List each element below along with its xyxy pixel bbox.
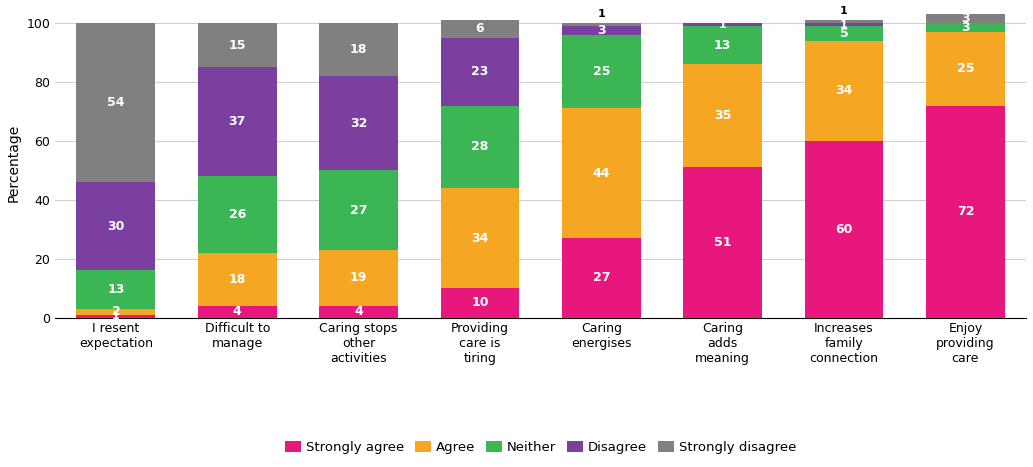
Y-axis label: Percentage: Percentage [7,124,21,202]
Text: 25: 25 [593,65,611,78]
Text: 34: 34 [471,232,489,245]
Bar [805,141,883,318]
Text: 18: 18 [228,273,246,286]
Bar [198,306,277,318]
Text: 18: 18 [350,43,368,56]
Text: 4: 4 [232,305,242,318]
Text: 5: 5 [840,27,848,40]
Bar [319,23,398,76]
Bar [198,253,277,306]
Bar [319,170,398,250]
Text: 13: 13 [714,39,731,52]
Text: 3: 3 [961,12,970,25]
Text: 19: 19 [350,271,368,284]
Bar [683,167,762,318]
Bar [926,23,1005,32]
Text: 1: 1 [597,9,605,19]
Text: 10: 10 [471,297,489,309]
Bar [926,106,1005,318]
Text: 13: 13 [107,283,125,296]
Text: 26: 26 [228,208,246,221]
Text: 32: 32 [350,117,368,130]
Bar [805,23,883,26]
Text: 37: 37 [228,115,246,128]
Bar [198,23,277,67]
Text: 30: 30 [107,220,125,233]
Bar [926,32,1005,106]
Text: 2: 2 [112,305,120,318]
Bar [76,315,155,318]
Bar [440,188,520,288]
Text: 28: 28 [471,140,489,153]
Text: 3: 3 [597,24,605,37]
Text: 1: 1 [112,311,120,321]
Bar [926,14,1005,23]
Text: 44: 44 [593,167,611,180]
Bar [198,176,277,253]
Bar [805,41,883,141]
Legend: Strongly agree, Agree, Neither, Disagree, Strongly disagree: Strongly agree, Agree, Neither, Disagree… [280,435,802,460]
Bar [562,26,640,35]
Bar [76,182,155,270]
Text: 4: 4 [354,305,363,318]
Bar [440,288,520,318]
Bar [76,309,155,315]
Text: 1: 1 [840,6,848,16]
Bar [319,76,398,170]
Bar [683,64,762,167]
Text: 25: 25 [957,62,974,75]
Bar [805,26,883,41]
Bar [562,23,640,26]
Bar [562,108,640,238]
Bar [562,35,640,108]
Text: 51: 51 [714,236,731,249]
Text: 60: 60 [836,223,852,236]
Bar [440,106,520,188]
Text: 72: 72 [957,205,974,218]
Text: 35: 35 [714,109,731,122]
Text: 6: 6 [475,22,484,35]
Text: 1: 1 [719,20,726,29]
Bar [805,20,883,23]
Text: 15: 15 [228,39,246,52]
Text: 3: 3 [961,21,970,34]
Bar [76,23,155,182]
Bar [76,270,155,309]
Bar [683,23,762,26]
Bar [198,67,277,176]
Text: 27: 27 [593,271,611,284]
Text: 1: 1 [840,20,848,29]
Bar [562,238,640,318]
Bar [319,306,398,318]
Text: 34: 34 [836,85,852,97]
Text: 54: 54 [107,96,125,109]
Bar [683,26,762,64]
Bar [319,250,398,306]
Text: 23: 23 [471,65,489,78]
Bar [440,20,520,38]
Text: 27: 27 [350,204,368,217]
Bar [440,38,520,106]
